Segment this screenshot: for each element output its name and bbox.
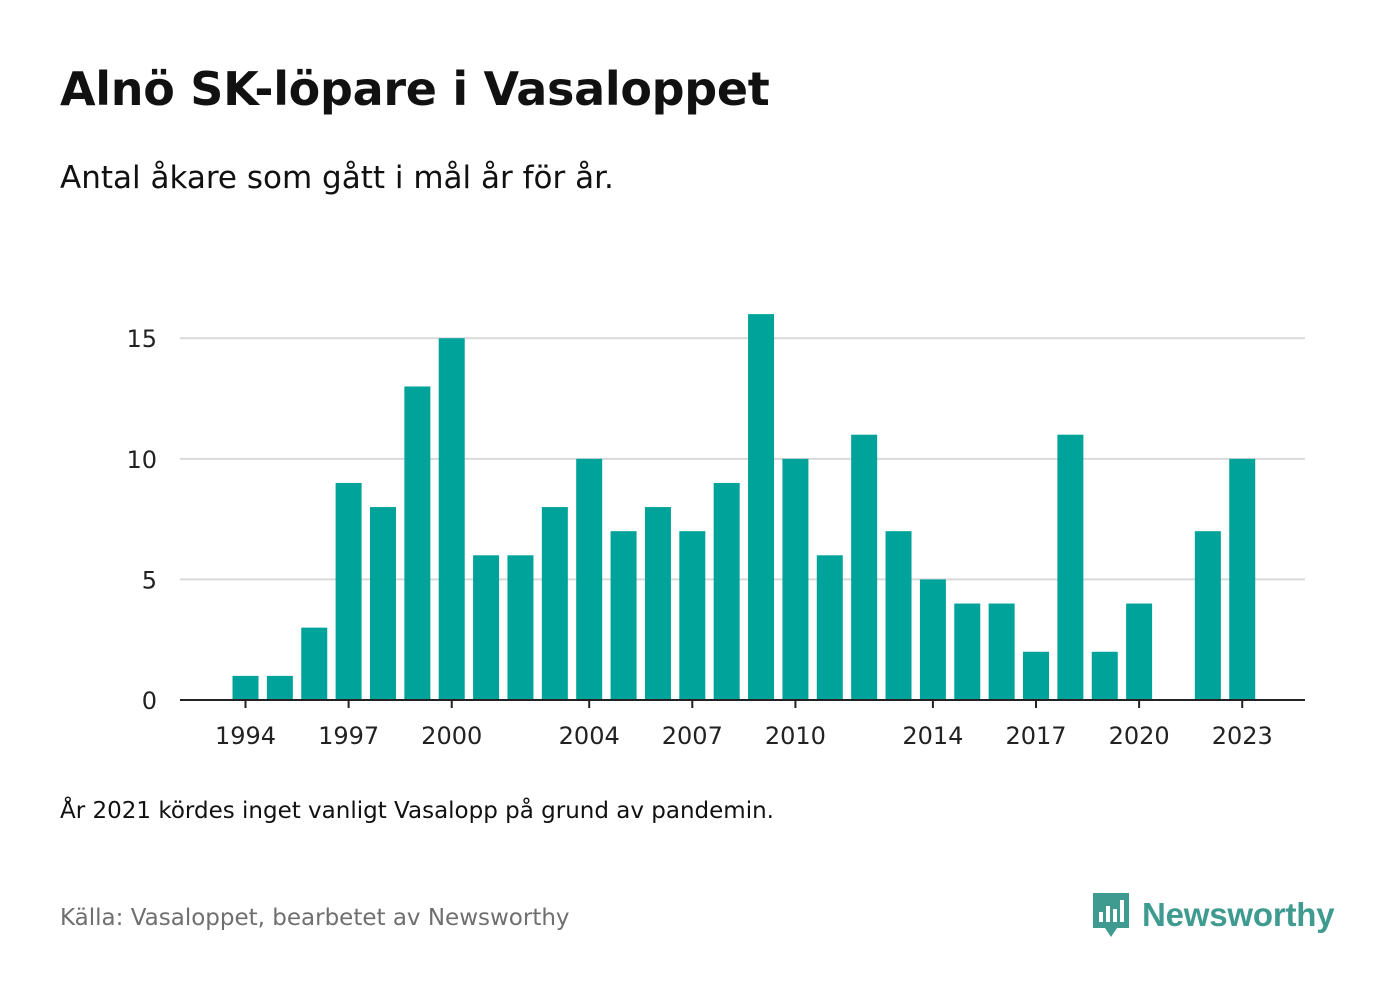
- bar-2018: [1057, 434, 1084, 700]
- gridlines: [180, 337, 1305, 581]
- bar-2023: [1229, 458, 1256, 700]
- brand-logo: Newsworthy: [1090, 890, 1335, 940]
- axes: 0 5 10 15 1994 1997 2000 2004 2007 2010 2014 2017 20…: [126, 325, 1305, 750]
- x-tick-label: 2010: [765, 722, 826, 750]
- bar-2015: [954, 603, 981, 700]
- bar-2020: [1126, 603, 1153, 700]
- bar-1996: [301, 627, 328, 700]
- bar-2004: [576, 458, 603, 700]
- bar-2012: [851, 434, 878, 700]
- chart-subtitle: Antal åkare som gått i mål år för år.: [60, 160, 614, 196]
- y-tick-label: 0: [142, 687, 157, 715]
- bar-2007: [679, 531, 706, 700]
- y-tick-label: 5: [142, 566, 157, 594]
- bar-1998: [369, 507, 396, 700]
- source-text: Källa: Vasaloppet, bearbetet av Newswort…: [60, 905, 570, 931]
- x-tick-label: 2017: [1005, 722, 1066, 750]
- y-tick-label: 15: [126, 325, 157, 353]
- bar-2013: [885, 531, 912, 700]
- bar-2010: [782, 458, 809, 700]
- x-tick-label: 1997: [318, 722, 379, 750]
- chart-title: Alnö SK-löpare i Vasaloppet: [60, 62, 770, 116]
- bar-chart-speech-bubble-icon: [1093, 893, 1129, 937]
- bar-2017: [1023, 651, 1050, 700]
- bar-2019: [1091, 651, 1118, 700]
- bar-2002: [507, 555, 534, 700]
- bar-1994: [232, 675, 259, 700]
- bar-2011: [816, 555, 843, 700]
- bar-2000: [438, 338, 465, 700]
- x-tick-label: 2020: [1109, 722, 1170, 750]
- bar-1997: [335, 482, 362, 700]
- bar-2006: [644, 507, 671, 700]
- bars: [232, 314, 1256, 700]
- bar-2016: [988, 603, 1015, 700]
- bar-2008: [713, 482, 740, 700]
- x-tick-label: 2014: [902, 722, 963, 750]
- brand-name: Newsworthy: [1142, 896, 1335, 933]
- y-tick-label: 10: [126, 446, 157, 474]
- chart-note: År 2021 kördes inget vanligt Vasalopp på…: [60, 798, 774, 824]
- bar-2005: [610, 531, 637, 700]
- bar-2022: [1194, 531, 1221, 700]
- bar-2003: [541, 507, 568, 700]
- bar-1995: [266, 675, 293, 700]
- x-tick-label: 2007: [662, 722, 723, 750]
- bar-2014: [919, 579, 946, 700]
- x-tick-label: 2004: [559, 722, 620, 750]
- bar-1999: [404, 386, 431, 700]
- x-tick-label: 2000: [421, 722, 482, 750]
- bar-2009: [748, 314, 775, 700]
- x-tick-label: 1994: [215, 722, 276, 750]
- x-tick-label: 2023: [1212, 722, 1273, 750]
- bar-2001: [473, 555, 500, 700]
